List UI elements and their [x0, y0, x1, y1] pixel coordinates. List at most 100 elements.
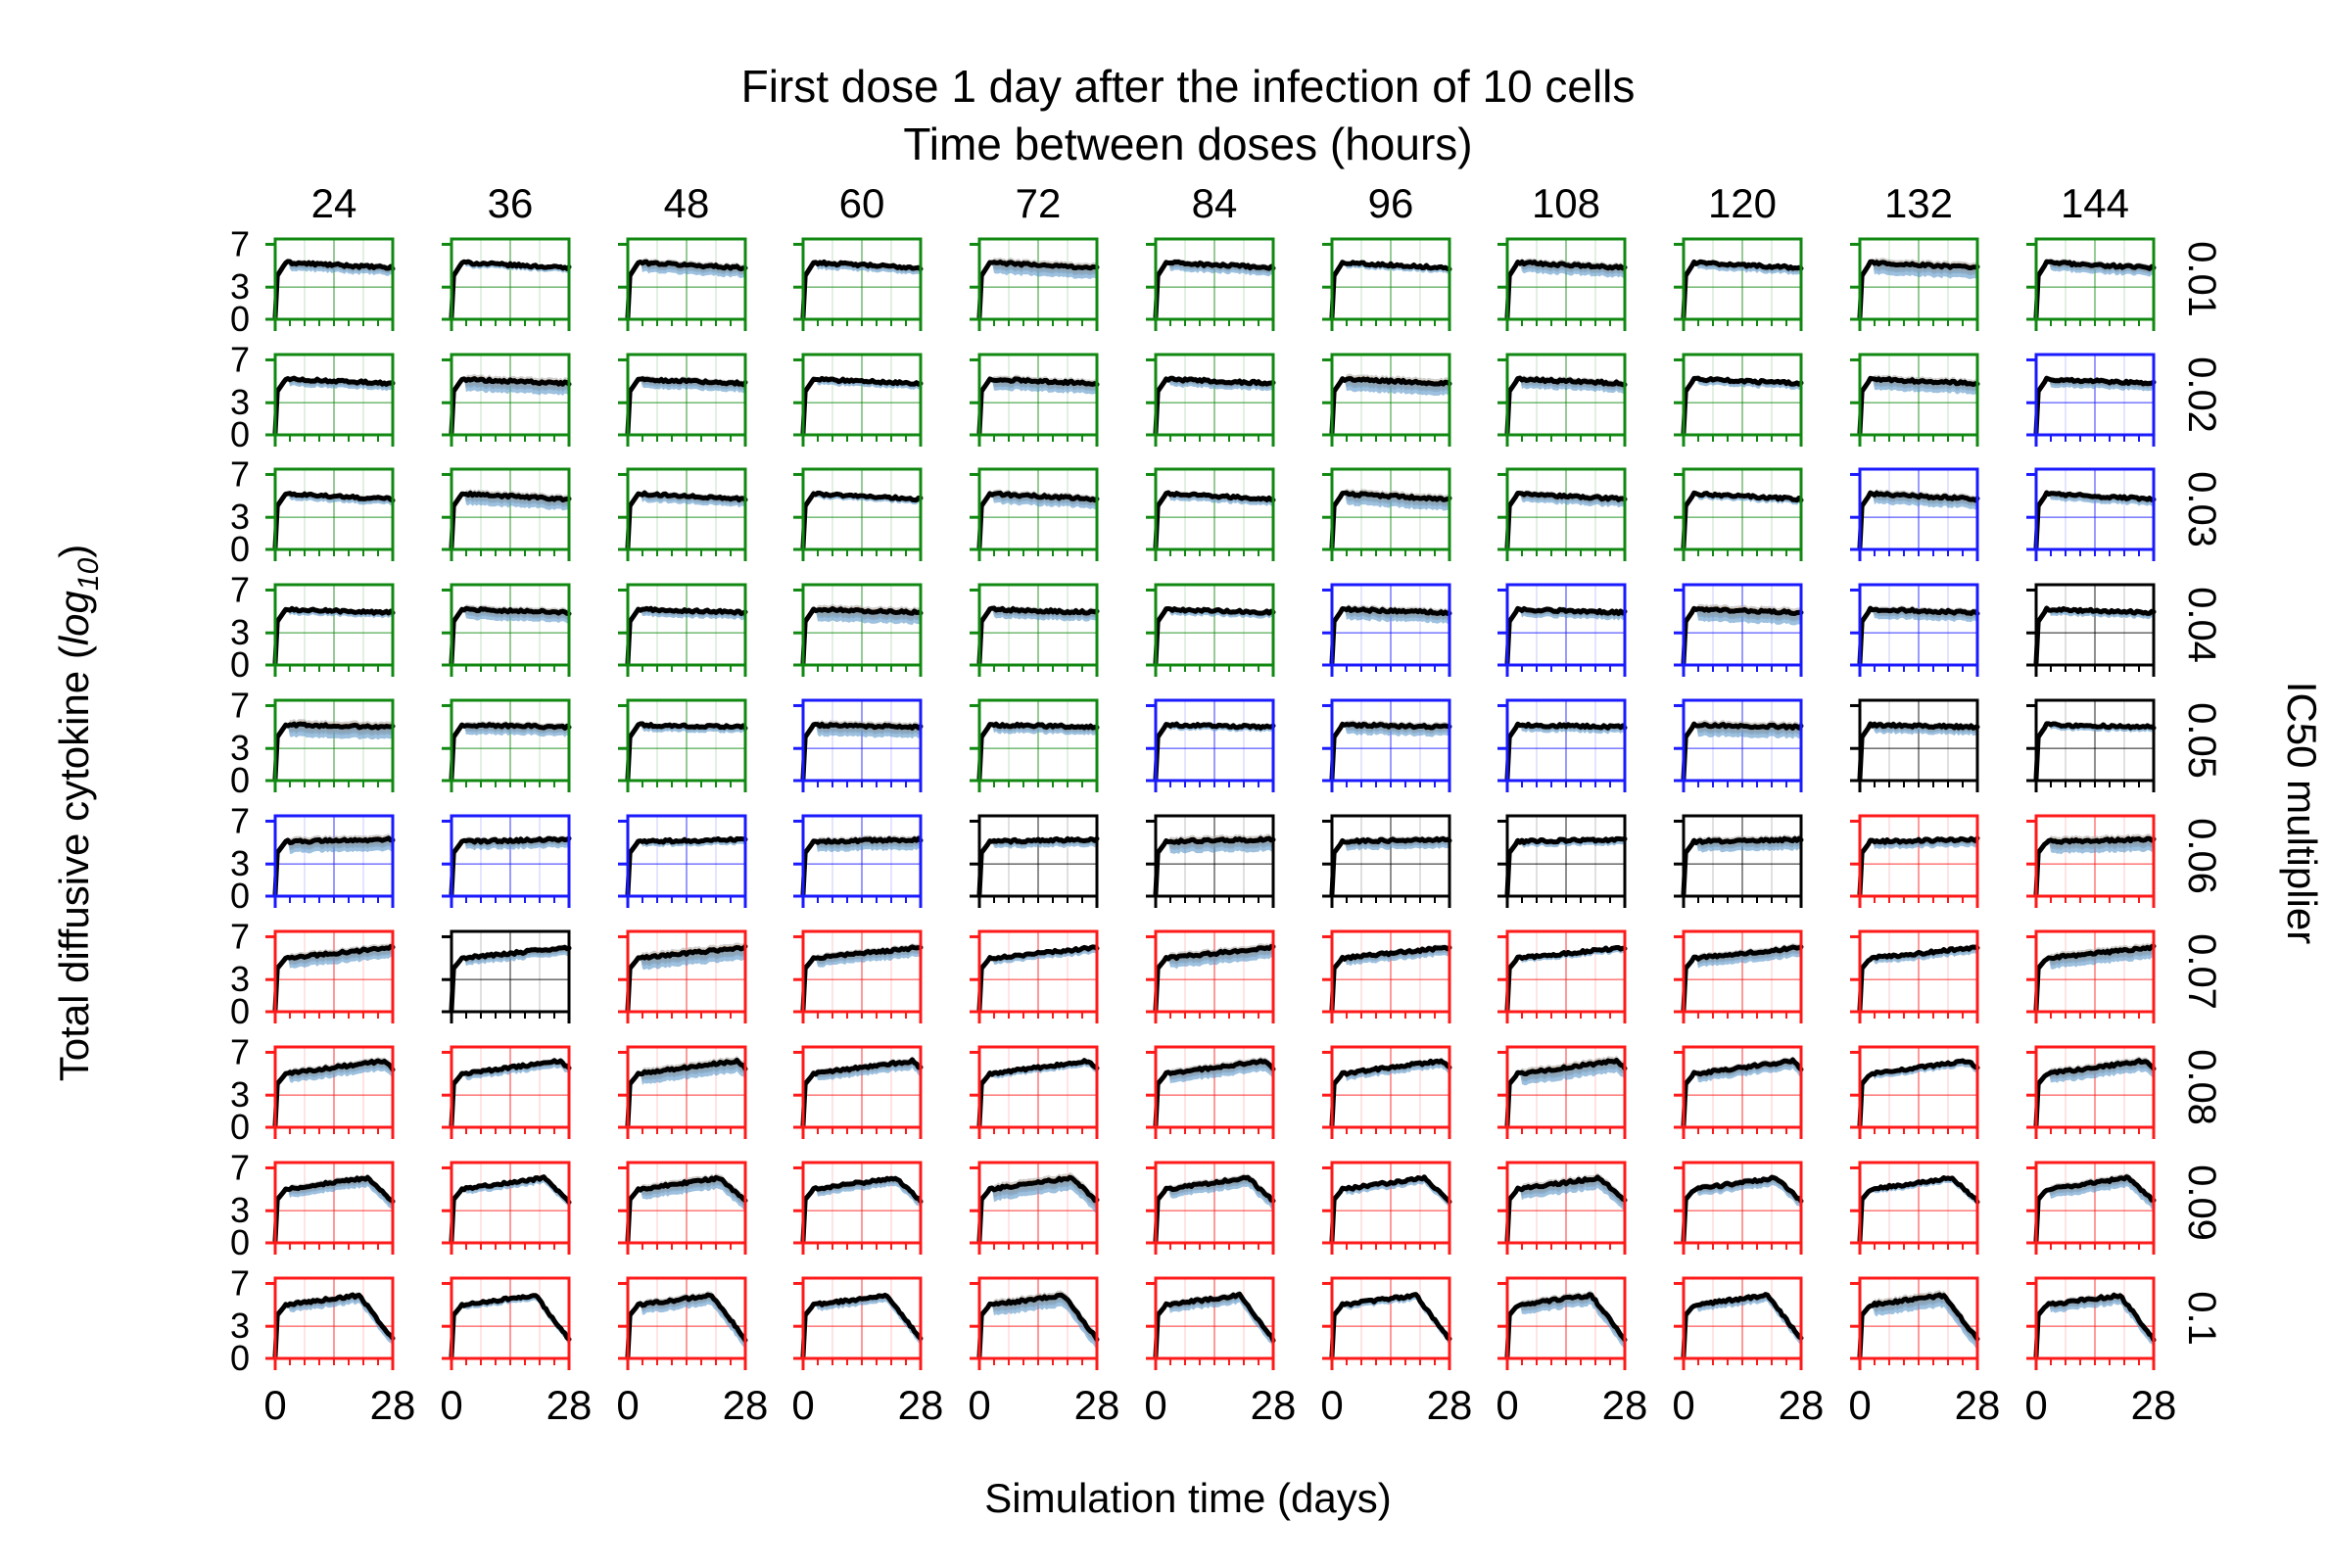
- band-blue: [628, 493, 745, 547]
- series-line: [1857, 1058, 1980, 1128]
- series-line: [272, 375, 396, 436]
- panel-r0.04-c60: [793, 583, 924, 677]
- column-group-label: Time between doses (hours): [903, 119, 1472, 169]
- series-line: [1504, 375, 1628, 436]
- series-line: [1504, 605, 1628, 666]
- panel-r0.01-c36: [442, 237, 572, 331]
- series-line: [1857, 944, 1980, 1013]
- panel-r0.08-c96: [1322, 1045, 1452, 1139]
- band-blue: [979, 261, 1097, 317]
- panel-r0.1-c120: [1674, 1276, 1804, 1370]
- panel-r0.02-c132: [1850, 353, 1980, 447]
- series-line: [1329, 490, 1452, 550]
- panel-r0.04-c120: [1674, 583, 1804, 677]
- series-line: [1329, 721, 1452, 782]
- series-line: [1504, 835, 1628, 897]
- series-line: [1504, 259, 1628, 320]
- x-tick-label-0: 0: [2024, 1382, 2047, 1428]
- series-line: [800, 259, 924, 320]
- panel-r0.07-c72: [970, 929, 1100, 1023]
- series-line: [2033, 375, 2157, 436]
- band-blue: [1860, 947, 1977, 1010]
- panel-r0.1-c60: [793, 1276, 924, 1370]
- panel-r0.01-c60: [793, 237, 924, 331]
- y-tick-label-0: 0: [230, 644, 250, 685]
- series-line: [272, 721, 396, 782]
- band-blue: [1332, 378, 1449, 433]
- band-blue: [1332, 1061, 1449, 1125]
- panel-r0.02-c96: [1322, 353, 1452, 447]
- band-blue: [275, 1295, 393, 1356]
- y-axis-label: Total diffusive cytokine (log10): [51, 545, 105, 1082]
- panel-r0.08-c120: [1674, 1045, 1804, 1139]
- series-line: [1153, 1058, 1276, 1128]
- band-blue: [1507, 1060, 1625, 1125]
- panel-r0.09-c24: [265, 1161, 396, 1255]
- panel-r0.08-c144: [2026, 1045, 2157, 1139]
- y-tick-label-0: 0: [230, 1107, 250, 1147]
- y-tick-label-3: 3: [230, 612, 250, 652]
- series-line: [1681, 1057, 1804, 1128]
- y-tick-label-0: 0: [230, 991, 250, 1031]
- x-tick-label-28: 28: [1955, 1382, 2001, 1428]
- panel-r0.06-c48: [618, 814, 748, 908]
- series-line: [976, 1058, 1100, 1128]
- series-line: [1329, 605, 1452, 666]
- series-line: [800, 835, 924, 897]
- series-line: [800, 490, 924, 550]
- panel-r0.03-c132: [1850, 467, 1980, 561]
- band-blue: [1507, 1176, 1625, 1241]
- series-line: [976, 605, 1100, 666]
- column-label-36: 36: [488, 180, 534, 226]
- band-gray: [1156, 259, 1273, 317]
- panel-r0.02-c120: [1674, 353, 1804, 447]
- panel-r0.09-c60: [793, 1161, 924, 1255]
- x-tick-label-28: 28: [1602, 1382, 1648, 1428]
- series-line: [1857, 1292, 1980, 1359]
- panel-r0.06-c84: [1146, 814, 1276, 908]
- series-line: [1153, 605, 1276, 666]
- row-label-0.04: 0.04: [2180, 587, 2223, 663]
- panel-r0.07-c84: [1146, 929, 1276, 1023]
- band-blue: [275, 724, 393, 779]
- series-line: [1681, 605, 1804, 666]
- series-line: [976, 1174, 1100, 1244]
- series-line: [2033, 1292, 2157, 1359]
- band-blue: [2036, 1060, 2154, 1125]
- band-blue: [1860, 378, 1977, 433]
- panel-r0.04-c48: [618, 583, 748, 677]
- x-tick-label-28: 28: [546, 1382, 593, 1428]
- band-blue: [628, 838, 745, 894]
- panel-r0.05-c36: [442, 698, 572, 792]
- band-blue: [628, 1060, 745, 1125]
- band-blue: [803, 1059, 921, 1125]
- series-line: [800, 1057, 924, 1128]
- panel-r0.05-c108: [1497, 698, 1628, 792]
- series-line: [1329, 944, 1452, 1013]
- panel-r0.07-c24: [265, 929, 396, 1023]
- y-tick-label-7: 7: [230, 800, 250, 840]
- panel-r0.03-c144: [2026, 467, 2157, 561]
- series-line: [449, 1174, 572, 1244]
- series-line: [1153, 1174, 1276, 1244]
- series-line: [625, 490, 748, 550]
- y-tick-label-7: 7: [230, 569, 250, 609]
- panel-r0.04-c84: [1146, 583, 1276, 677]
- x-tick-label-0: 0: [1496, 1382, 1518, 1428]
- series-line: [1857, 605, 1980, 666]
- band-blue: [451, 1060, 569, 1125]
- series-line: [976, 835, 1100, 897]
- panel-r0.08-c36: [442, 1045, 572, 1139]
- panel-r0.08-c108: [1497, 1045, 1628, 1139]
- panel-r0.09-c108: [1497, 1161, 1628, 1255]
- series-line: [449, 835, 572, 897]
- series-line: [1504, 944, 1628, 1013]
- x-tick-label-0: 0: [616, 1382, 639, 1428]
- column-label-84: 84: [1192, 180, 1238, 226]
- x-tick-label-28: 28: [1779, 1382, 1825, 1428]
- panel-r0.04-c96: [1322, 583, 1452, 677]
- band-blue: [979, 946, 1097, 1010]
- series-line: [1681, 1292, 1804, 1359]
- panel-r0.05-c144: [2026, 698, 2157, 792]
